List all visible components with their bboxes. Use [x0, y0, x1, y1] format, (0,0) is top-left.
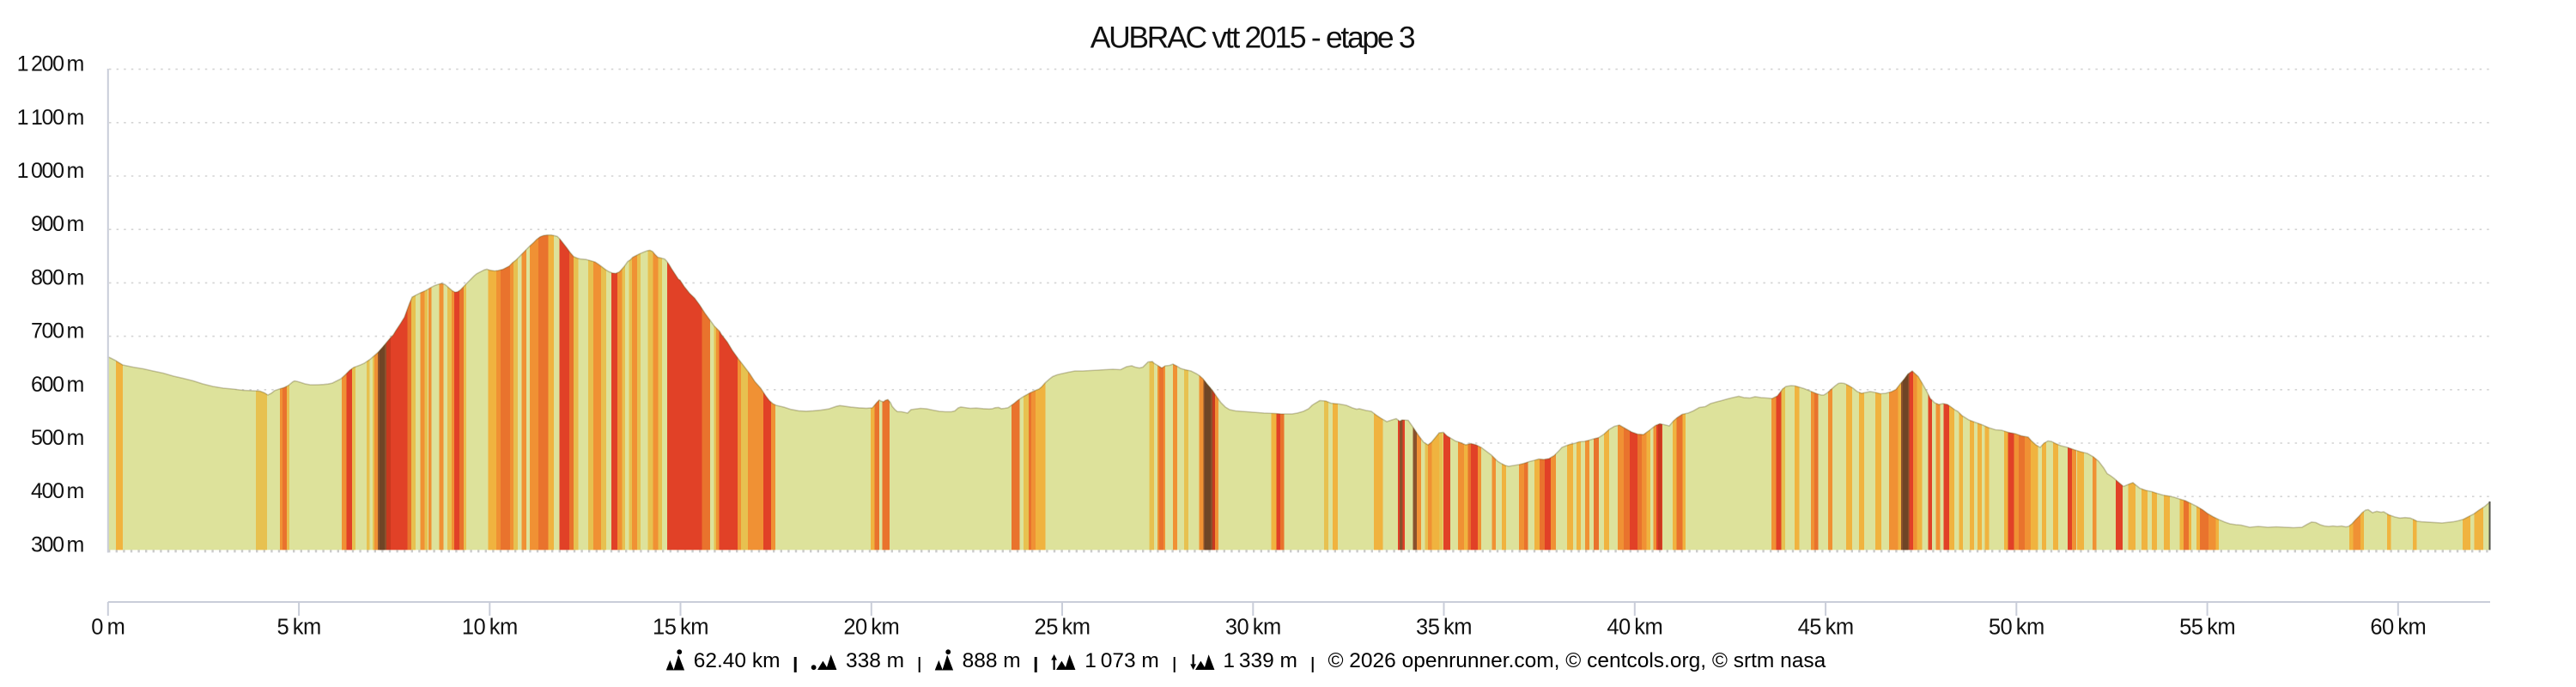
svg-text:50 km: 50 km: [1989, 616, 2044, 640]
svg-text:20 km: 20 km: [843, 616, 899, 640]
svg-text:1 000 m: 1 000 m: [17, 159, 84, 183]
svg-text:900 m: 900 m: [31, 212, 84, 236]
svg-text:10 km: 10 km: [462, 616, 518, 640]
svg-text:800 m: 800 m: [31, 265, 84, 289]
svg-text:500 m: 500 m: [31, 426, 84, 450]
svg-text:60 km: 60 km: [2370, 616, 2426, 640]
svg-text:600 m: 600 m: [31, 373, 84, 397]
svg-text:55 km: 55 km: [2179, 616, 2235, 640]
svg-text:1 100 m: 1 100 m: [17, 106, 84, 130]
svg-text:25 km: 25 km: [1035, 616, 1091, 640]
svg-text:400 m: 400 m: [31, 479, 84, 503]
svg-text:AUBRAC vtt 2015 - etape 3: AUBRAC vtt 2015 - etape 3: [1091, 21, 1415, 55]
svg-text:45 km: 45 km: [1798, 616, 1854, 640]
svg-text:300 m: 300 m: [31, 532, 84, 556]
svg-text:40 km: 40 km: [1607, 616, 1662, 640]
svg-text:700 m: 700 m: [31, 319, 84, 344]
svg-text:0 m: 0 m: [91, 616, 125, 640]
svg-text:35 km: 35 km: [1416, 616, 1472, 640]
svg-text:15 km: 15 km: [653, 616, 708, 640]
svg-text:30 km: 30 km: [1225, 616, 1281, 640]
svg-text:1 200 m: 1 200 m: [17, 52, 84, 76]
svg-text:5 km: 5 km: [276, 616, 320, 640]
